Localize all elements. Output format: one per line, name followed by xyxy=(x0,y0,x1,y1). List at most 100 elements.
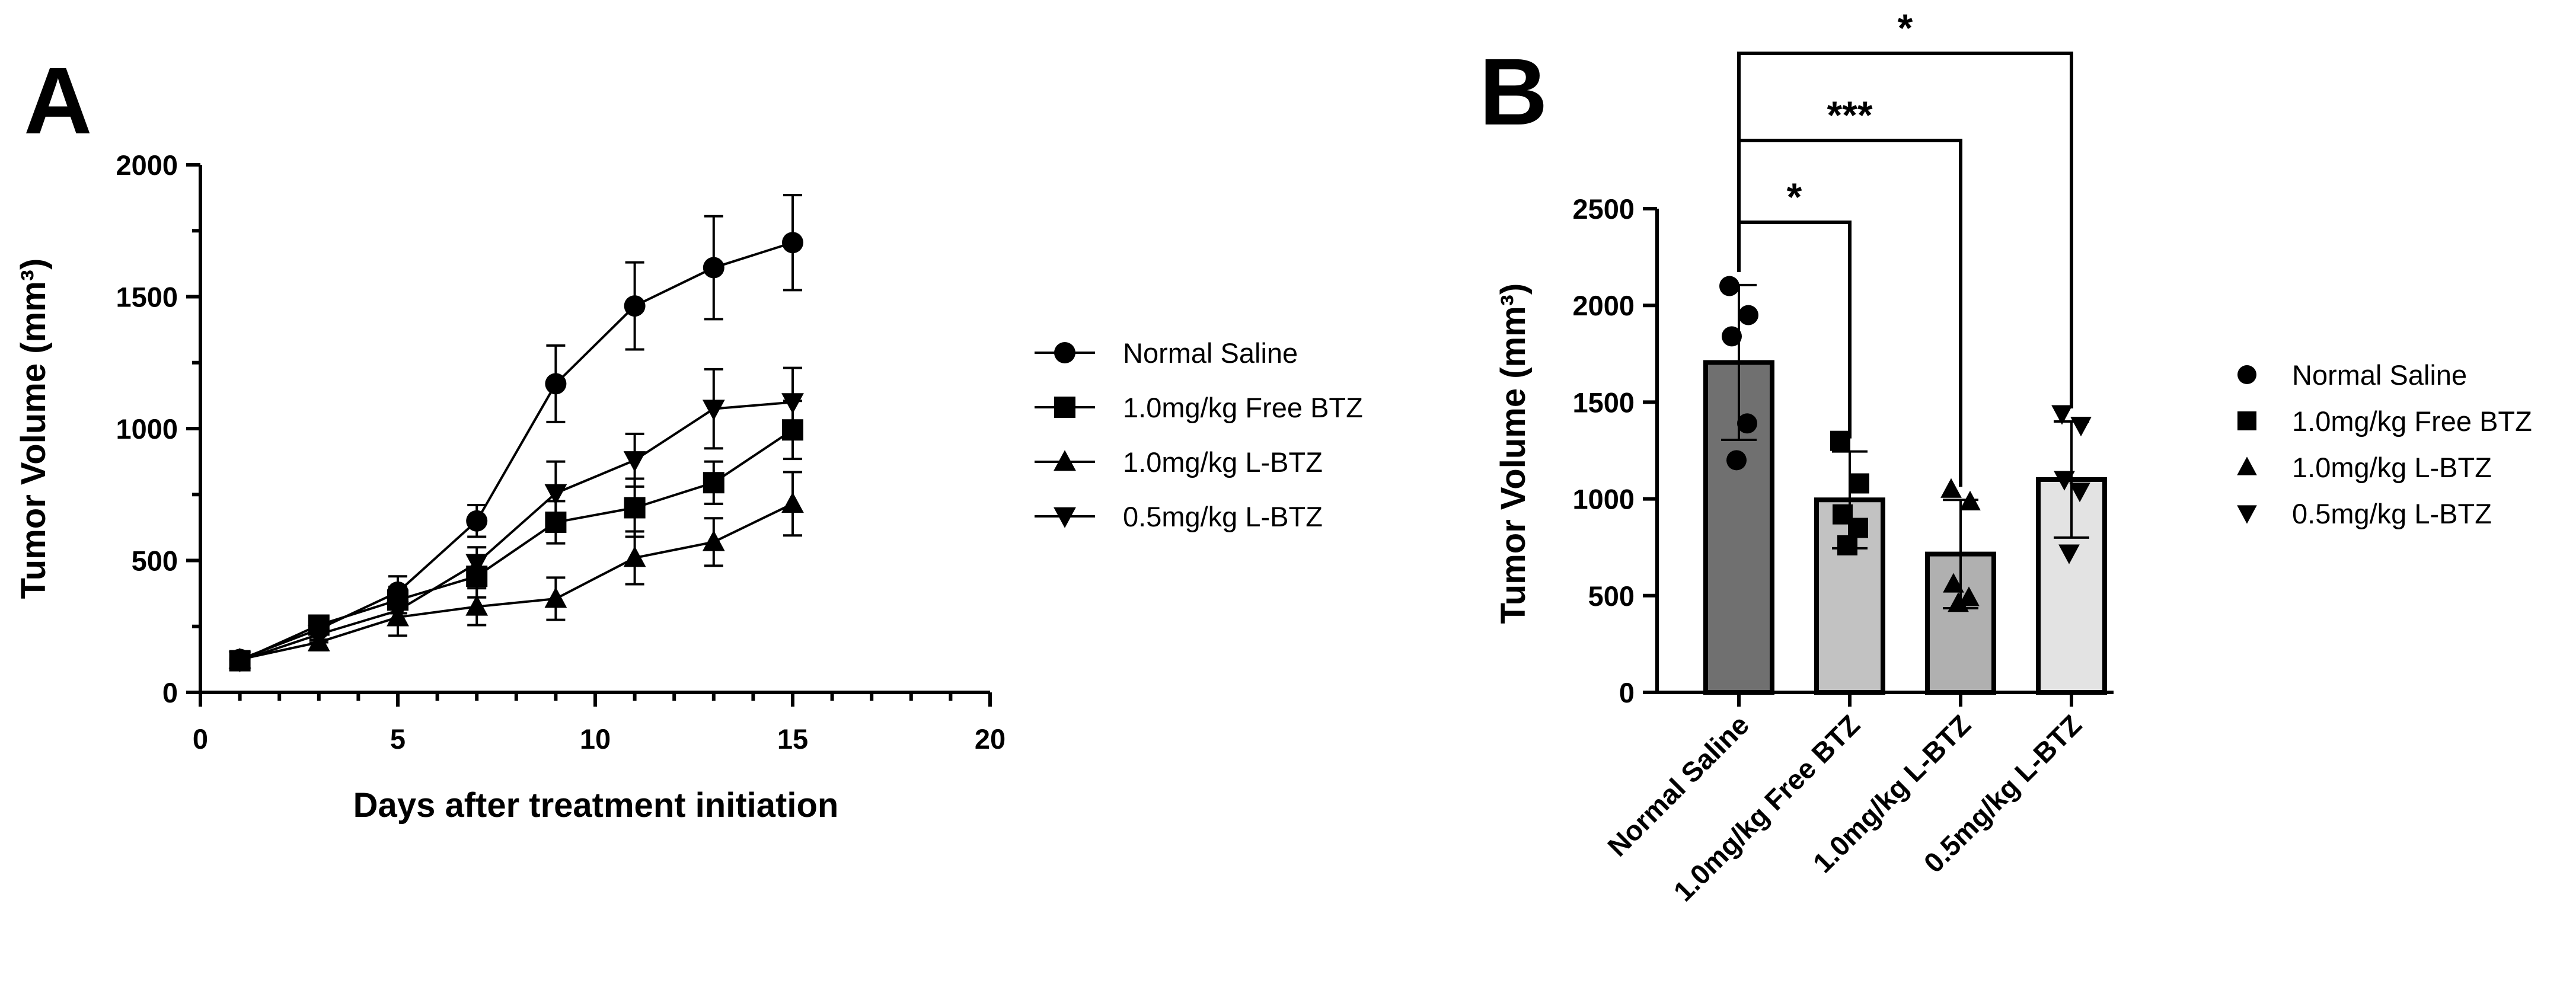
series-line-normal-saline xyxy=(239,241,793,661)
y-tick-label: 2500 xyxy=(1572,193,1635,225)
legend-item-0-5mg-kg-l-btz: 0.5mg/kg L-BTZ xyxy=(1035,501,1323,532)
data-point xyxy=(703,257,724,279)
legend-item-normal-saline: Normal Saline xyxy=(2237,359,2467,391)
data-point xyxy=(624,295,646,317)
data-point xyxy=(466,510,488,532)
y-tick-label: 1000 xyxy=(1572,484,1635,515)
legend-marker xyxy=(2237,411,2256,430)
legend-item-1-0mg-kg-l-btz: 1.0mg/kg L-BTZ xyxy=(1035,446,1323,478)
panel-b-legend: Normal Saline 1.0mg/kg Free BTZ 1.0mg/kg L… xyxy=(2237,359,2532,529)
y-tick-label: 1500 xyxy=(116,282,178,313)
data-point xyxy=(387,601,409,622)
points-1-0mg-kg-free-btz xyxy=(1830,430,1869,555)
bracket-line xyxy=(1737,52,2073,409)
data-point xyxy=(1830,430,1850,451)
y-tick-label: 1500 xyxy=(1572,387,1635,418)
x-tick-label: 10 xyxy=(580,723,611,755)
y-tick-label: 0 xyxy=(162,677,178,708)
data-point xyxy=(1722,326,1742,347)
panel-a-x-title: Days after treatment initiation xyxy=(353,786,839,825)
panel-b-significance: ***** xyxy=(1737,6,2073,487)
data-point xyxy=(465,554,489,575)
data-point xyxy=(781,393,804,414)
data-point xyxy=(623,451,646,472)
legend-label: 0.5mg/kg L-BTZ xyxy=(2292,498,2492,529)
panel-a-y-title: Tumor Volume (mm³) xyxy=(14,258,53,599)
panel-b-points xyxy=(1719,276,2092,612)
panel-b-letter: B xyxy=(1479,39,1548,145)
legend-marker xyxy=(1054,397,1075,418)
y-tick-label: 2000 xyxy=(1572,290,1635,321)
series-0-5mg-kg-l-btz xyxy=(228,366,804,673)
data-point xyxy=(2054,471,2075,491)
y-tick-label: 500 xyxy=(132,545,178,577)
panel-b-y-title: Tumor Volume (mm³) xyxy=(1494,283,1533,624)
data-point xyxy=(2070,417,2092,437)
data-point xyxy=(1726,450,1747,471)
legend-label: 1.0mg/kg L-BTZ xyxy=(1123,446,1323,478)
y-tick-label: 0 xyxy=(1619,677,1635,708)
data-point xyxy=(702,400,725,421)
legend-marker xyxy=(2237,456,2257,475)
data-point xyxy=(1958,586,1980,606)
legend-label: 1.0mg/kg Free BTZ xyxy=(1123,392,1363,423)
y-tick-label: 500 xyxy=(1588,580,1635,612)
data-point xyxy=(703,472,724,494)
panel-a-legend: Normal Saline 1.0mg/kg Free BTZ 1.0mg/kg L… xyxy=(1035,337,1363,532)
data-point xyxy=(624,497,646,519)
data-point xyxy=(1719,276,1739,296)
legend-label: Normal Saline xyxy=(1123,337,1298,369)
data-point xyxy=(1943,573,1964,593)
legend-item-1-0mg-kg-free-btz: 1.0mg/kg Free BTZ xyxy=(2237,405,2532,437)
legend-item-1-0mg-kg-free-btz: 1.0mg/kg Free BTZ xyxy=(1035,392,1363,423)
points-normal-saline xyxy=(1719,276,1758,471)
data-point xyxy=(2058,544,2080,564)
x-tick-label: 0 xyxy=(193,723,208,755)
data-point xyxy=(2069,483,2090,503)
panel-a-series xyxy=(228,194,804,673)
data-point xyxy=(1948,592,1969,612)
data-point xyxy=(1737,413,1757,434)
legend-label: 1.0mg/kg L-BTZ xyxy=(2292,452,2492,483)
legend-marker xyxy=(2237,365,2256,384)
panel-a: A 0 5 10 15 20 0 500 1000 1500 2000 Days after tr… xyxy=(14,47,1363,825)
series-line-0-5mg-kg-l-btz xyxy=(239,401,793,662)
significance-label: * xyxy=(1898,6,1913,50)
legend-marker xyxy=(1054,507,1076,528)
legend-item-1-0mg-kg-l-btz: 1.0mg/kg L-BTZ xyxy=(2237,452,2492,483)
data-point xyxy=(1959,490,1981,510)
legend-item-0-5mg-kg-l-btz: 0.5mg/kg L-BTZ xyxy=(2237,498,2492,529)
data-point xyxy=(544,484,567,505)
legend-item-normal-saline: Normal Saline xyxy=(1035,337,1298,369)
legend-label: 0.5mg/kg L-BTZ xyxy=(1123,501,1323,532)
panel-a-ticks: 0 5 10 15 20 0 500 1000 1500 2000 xyxy=(116,149,1005,755)
significance-label: * xyxy=(1787,175,1802,219)
data-point xyxy=(544,587,567,608)
data-point xyxy=(1738,305,1758,325)
data-point xyxy=(781,492,804,513)
y-tick-label: 2000 xyxy=(116,149,178,181)
series-line-1-0mg-kg-free-btz xyxy=(239,429,794,662)
panel-b-axes xyxy=(1655,209,2114,694)
points-1-0mg-kg-l-btz xyxy=(1940,478,1981,612)
data-point xyxy=(2051,405,2073,425)
legend-marker xyxy=(1054,450,1076,471)
data-point xyxy=(623,546,646,567)
x-tick-label: 5 xyxy=(390,723,406,755)
data-point xyxy=(702,530,725,551)
data-point xyxy=(1940,478,1962,498)
legend-marker xyxy=(2237,505,2257,524)
x-tick-label: 20 xyxy=(975,723,1005,755)
legend-label: Normal Saline xyxy=(2292,359,2467,391)
data-point xyxy=(1849,473,1869,494)
x-tick-label: 15 xyxy=(777,723,808,755)
points-0-5mg-kg-l-btz xyxy=(2051,405,2092,564)
data-point xyxy=(1848,518,1868,538)
legend-label: 1.0mg/kg Free BTZ xyxy=(2292,405,2532,437)
data-point xyxy=(307,625,330,646)
data-point xyxy=(1837,535,1857,555)
series-line-1-0mg-kg-l-btz xyxy=(240,503,793,661)
data-point xyxy=(465,595,489,616)
panel-a-letter: A xyxy=(24,47,92,154)
